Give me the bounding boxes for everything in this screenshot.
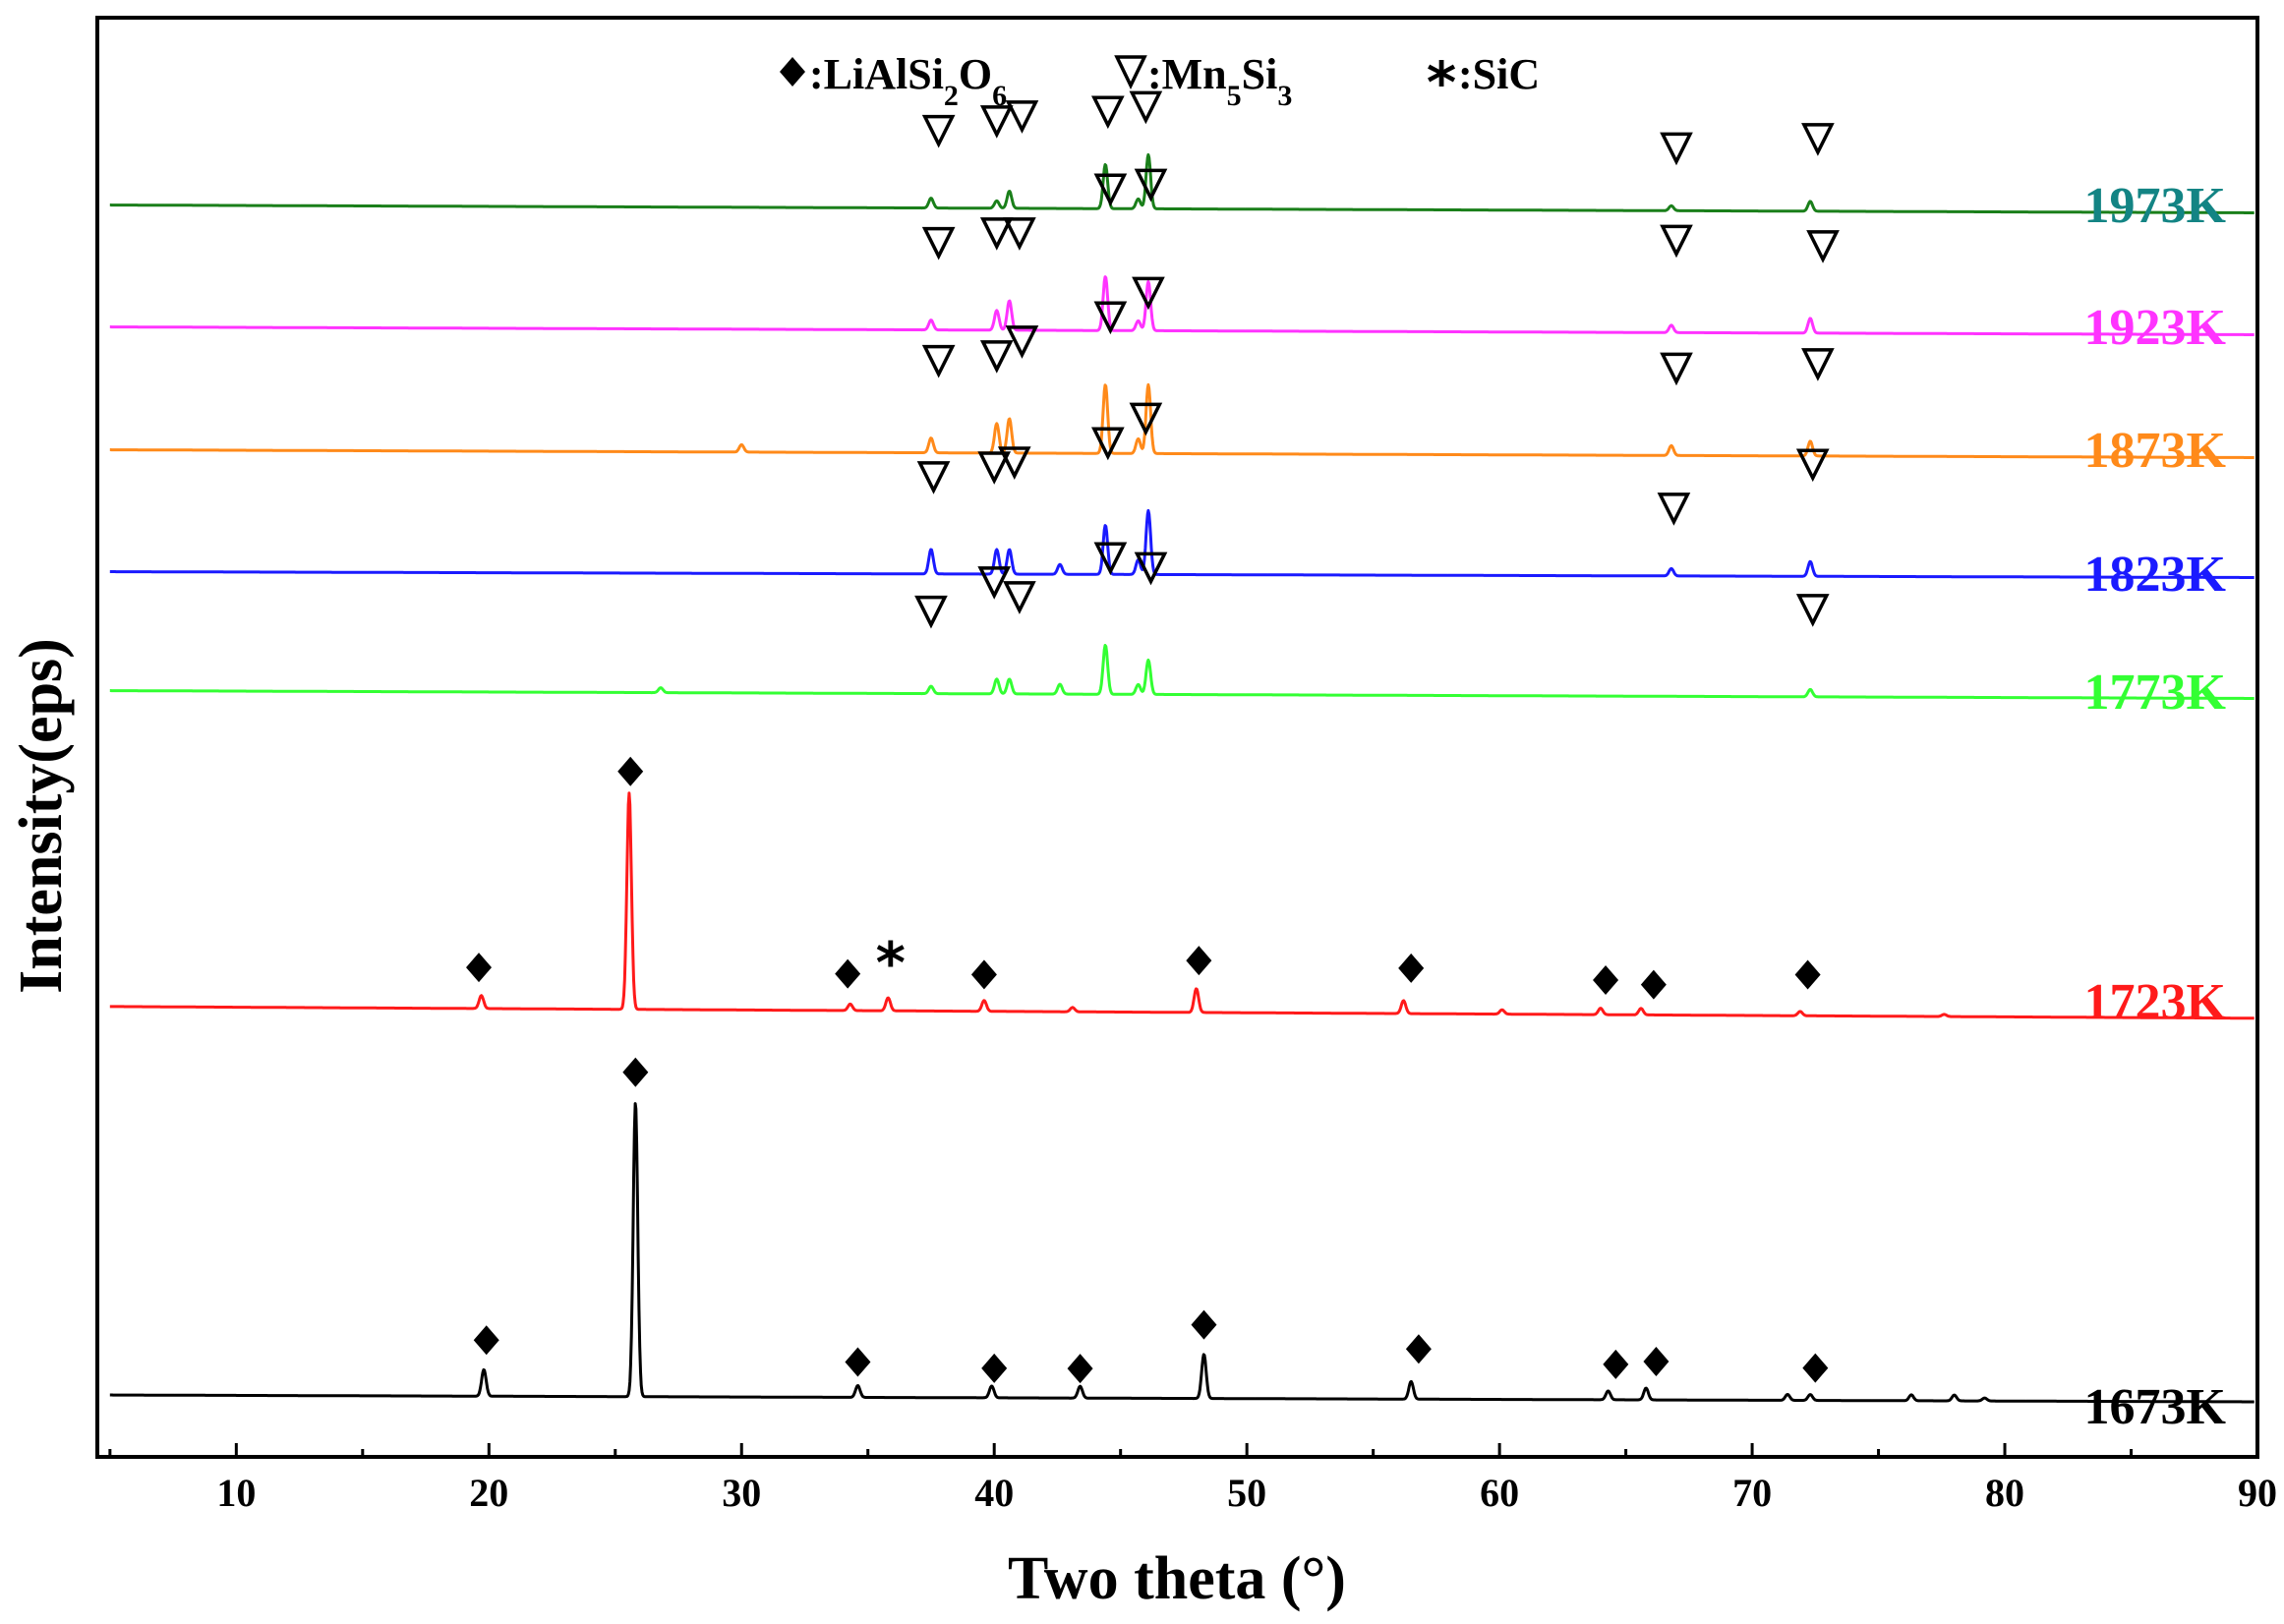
legend-star-icon: * [1427, 49, 1456, 116]
marker-triangle-1973k-3 [1091, 95, 1125, 130]
y-axis-title: Intensity(eps) [8, 638, 75, 994]
series-label-1723k: 1723K [2084, 974, 2227, 1030]
legend-entry-0: :LiAlSi2O6 [809, 50, 1007, 112]
series-label-1823k: 1823K [2084, 547, 2227, 603]
marker-triangle-1923k-3 [1093, 173, 1128, 207]
marker-triangle-1923k-4 [1134, 168, 1168, 203]
x-tick-label-80: 80 [1985, 1471, 2024, 1515]
plot-frame [95, 16, 2259, 1459]
x-tick-label-70: 70 [1732, 1471, 1772, 1515]
series-label-1973k: 1973K [2084, 178, 2227, 234]
marker-triangle-1873k-4 [1132, 276, 1165, 311]
marker-diamond-1723k-4 [970, 959, 997, 990]
legend-entry-1: :Mn5Si3 [1147, 50, 1292, 112]
marker-triangle-1973k-1 [979, 105, 1014, 139]
trace-1873k [109, 382, 2255, 459]
temperature-labels: 1973K 1923K 1873K 1823K 1773K 1723K 1673K [2084, 178, 2227, 1435]
series-label-1673k: 1673K [2084, 1379, 2227, 1435]
marker-triangle-1873k-5 [1660, 352, 1693, 386]
marker-diamond-1723k-1 [617, 756, 644, 786]
marker-diamond-1673k-8 [1643, 1347, 1669, 1377]
x-tick-label-90: 90 [2238, 1471, 2277, 1515]
trace-1723k [109, 791, 2255, 1020]
marker-triangle-1973k-4 [1129, 90, 1163, 125]
legend-triangle-icon [1114, 55, 1147, 90]
marker-triangle-1823k-3 [1091, 427, 1125, 461]
marker-triangle-1873k-6 [1801, 348, 1835, 381]
x-tick-label-20: 20 [469, 1471, 508, 1515]
x-axis: 10 20 30 40 50 60 70 80 90 [108, 1443, 2277, 1515]
x-tick-label-50: 50 [1227, 1471, 1266, 1515]
marker-star-1723k-3: * [876, 929, 906, 996]
series-label-1873k: 1873K [2084, 423, 2227, 479]
marker-triangle-1773k-0 [914, 595, 948, 629]
x-tick-label-30: 30 [722, 1471, 761, 1515]
marker-diamond-1673k-2 [845, 1347, 871, 1377]
spectra-traces [109, 152, 2255, 1404]
marker-diamond-1673k-6 [1405, 1334, 1432, 1364]
marker-diamond-1723k-7 [1593, 964, 1619, 995]
peak-markers: * [466, 90, 1840, 1384]
marker-diamond-1723k-9 [1794, 959, 1821, 990]
x-tick-label-10: 10 [216, 1471, 256, 1515]
marker-triangle-1823k-2 [997, 446, 1031, 480]
marker-diamond-1673k-5 [1191, 1309, 1217, 1340]
series-label-1773k: 1773K [2084, 665, 2227, 721]
x-axis-title: Two theta (°) [1008, 1545, 1346, 1612]
marker-triangle-1923k-1 [979, 217, 1014, 251]
marker-diamond-1723k-0 [466, 953, 493, 983]
trace-1973k [109, 152, 2255, 214]
marker-triangle-1923k-5 [1660, 224, 1693, 259]
marker-diamond-1673k-1 [622, 1057, 649, 1087]
marker-triangle-1823k-0 [916, 461, 951, 494]
trace-1773k [109, 644, 2255, 700]
marker-triangle-1773k-3 [1093, 542, 1128, 576]
marker-diamond-1673k-4 [1067, 1354, 1093, 1384]
marker-triangle-1973k-0 [921, 114, 956, 148]
marker-diamond-1673k-0 [473, 1325, 499, 1356]
trace-1923k [109, 275, 2255, 336]
marker-triangle-1773k-5 [1795, 594, 1830, 627]
marker-triangle-1873k-3 [1093, 301, 1128, 335]
marker-triangle-1923k-6 [1806, 230, 1840, 263]
marker-triangle-1873k-2 [1005, 325, 1039, 359]
marker-diamond-1723k-6 [1398, 953, 1425, 983]
x-tick-label-40: 40 [974, 1471, 1014, 1515]
trace-1823k [109, 508, 2255, 579]
series-label-1923k: 1923K [2084, 300, 2227, 356]
marker-triangle-1923k-2 [1003, 217, 1036, 251]
marker-triangle-1973k-5 [1660, 132, 1693, 166]
legend-diamond-icon [780, 57, 805, 87]
marker-triangle-1823k-6 [1795, 448, 1830, 483]
marker-diamond-1723k-5 [1186, 946, 1212, 976]
marker-triangle-1823k-5 [1657, 493, 1691, 526]
x-tick-label-60: 60 [1480, 1471, 1519, 1515]
marker-triangle-1773k-1 [977, 566, 1012, 600]
marker-diamond-1673k-7 [1603, 1349, 1629, 1379]
marker-diamond-1673k-3 [981, 1353, 1008, 1383]
marker-triangle-1923k-0 [921, 226, 956, 261]
marker-diamond-1673k-9 [1802, 1353, 1829, 1383]
marker-triangle-1773k-2 [1003, 581, 1036, 614]
marker-triangle-1973k-2 [1005, 100, 1039, 134]
phase-legend: :LiAlSi2O6 :Mn5Si3 *:SiC [780, 49, 1540, 116]
marker-triangle-1773k-4 [1134, 551, 1168, 586]
marker-triangle-1823k-1 [977, 451, 1012, 485]
marker-triangle-1973k-6 [1801, 123, 1835, 156]
marker-triangle-1873k-0 [921, 344, 956, 378]
marker-diamond-1723k-8 [1640, 969, 1667, 1000]
legend-entry-2: :SiC [1458, 50, 1540, 98]
trace-1673k [109, 1102, 2255, 1404]
marker-triangle-1823k-4 [1129, 402, 1163, 436]
marker-diamond-1723k-2 [835, 958, 861, 989]
marker-triangle-1873k-1 [979, 340, 1014, 374]
